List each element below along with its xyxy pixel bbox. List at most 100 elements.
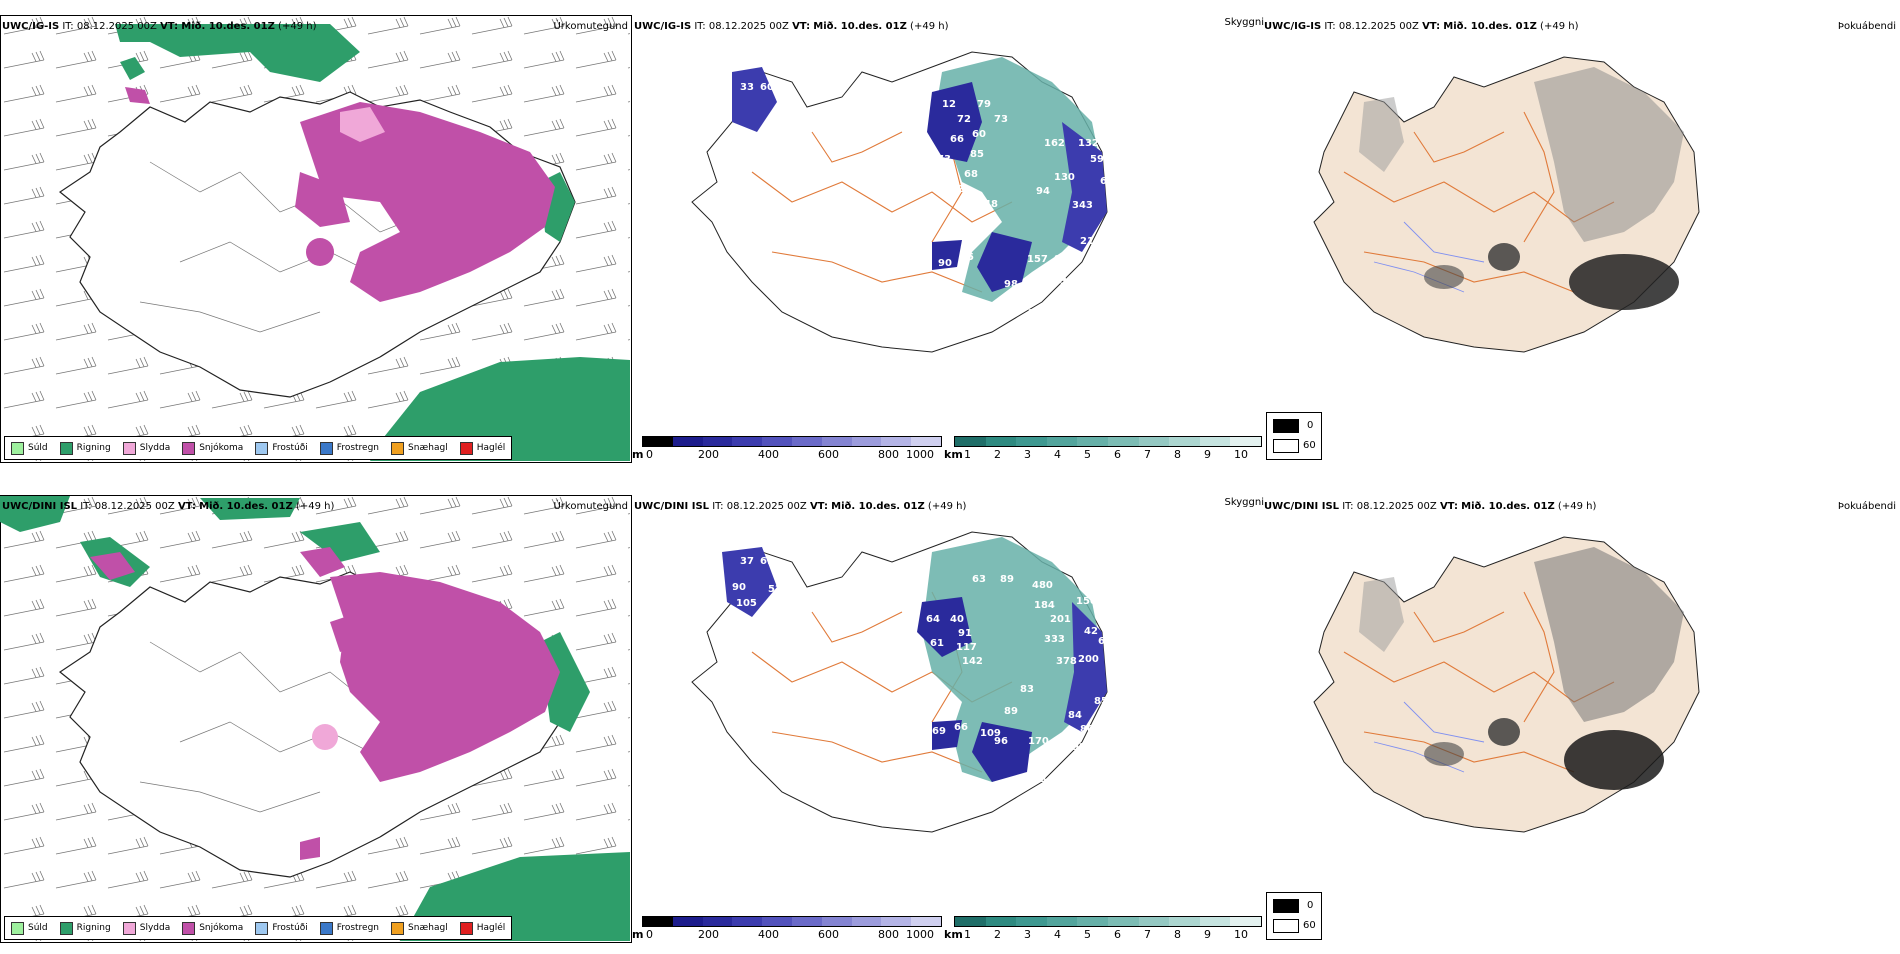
svg-text:170: 170 [1028, 736, 1049, 747]
panel-header: UWC/IG-IS IT: 08.12.2025 00Z VT: Mið. 10… [1264, 21, 1579, 32]
svg-text:66: 66 [950, 134, 964, 145]
legend-item: Haglél [459, 441, 505, 455]
colorbar-segment [732, 437, 763, 446]
svg-text:130: 130 [1054, 172, 1075, 183]
svg-text:67: 67 [1098, 636, 1112, 647]
legend-swatch [255, 441, 269, 455]
svg-text:157: 157 [1027, 254, 1048, 265]
svg-text:81: 81 [1084, 262, 1098, 273]
colorbar-tick: 6 [1114, 448, 1121, 461]
colorbar-tick: 800 [878, 448, 899, 461]
svg-text:33: 33 [740, 82, 754, 93]
colorbar-tick: 9 [1204, 448, 1211, 461]
colorbar-tick: 1 [964, 928, 971, 941]
colorbar-segment [1077, 917, 1108, 926]
colorbar-segment [911, 437, 941, 446]
svg-text:89: 89 [1000, 574, 1014, 585]
colorbar-segment [1107, 917, 1139, 926]
colorbar-tick: 6 [1114, 928, 1121, 941]
svg-text:63: 63 [972, 574, 986, 585]
legend-swatch [182, 921, 196, 935]
svg-text:73: 73 [994, 114, 1008, 125]
legend-swatch [122, 441, 136, 455]
svg-text:94: 94 [1036, 186, 1050, 197]
legend-swatch [182, 441, 196, 455]
svg-text:52: 52 [768, 584, 782, 595]
colorbar-unit: km [944, 928, 963, 941]
svg-text:73: 73 [937, 154, 951, 165]
colorbar-segment [791, 917, 822, 926]
fog-panel-top: UWC/IG-IS IT: 08.12.2025 00Z VT: Mið. 10… [1264, 12, 1896, 474]
svg-text:480: 480 [1032, 580, 1053, 591]
fog-legend-bottom: 0 60 [1266, 892, 1322, 940]
legend-item: Frostúði [255, 441, 308, 455]
svg-text:78: 78 [1080, 276, 1094, 287]
colorbar-segment [1169, 437, 1200, 446]
svg-text:91: 91 [958, 628, 972, 639]
colorbar-segment [955, 917, 986, 926]
fog-swatch-white [1273, 919, 1299, 933]
colorbar-tick: 800 [878, 928, 899, 941]
svg-text:20: 20 [1006, 784, 1020, 795]
colorbar-tick: 200 [698, 448, 719, 461]
fog-panel-bottom: UWC/DINI ISL IT: 08.12.2025 00Z VT: Mið.… [1264, 492, 1896, 954]
panel-header: UWC/IG-IS IT: 08.12.2025 00Z VT: Mið. 10… [2, 21, 317, 32]
colorbar-unit: m [632, 928, 644, 941]
svg-text:27: 27 [1028, 308, 1042, 319]
colorbar-segment [1199, 917, 1231, 926]
colorbar-tick: 7 [1144, 448, 1151, 461]
colorbar-tick: 400 [758, 928, 779, 941]
legend-item: Súld [11, 921, 48, 935]
svg-text:378: 378 [1056, 656, 1077, 667]
svg-text:69: 69 [932, 726, 946, 737]
colorbar-segment [1046, 917, 1078, 926]
svg-text:68: 68 [964, 169, 978, 180]
colorbar-tick: 3 [1024, 448, 1031, 461]
ceiling-labels: 33 60 12 79 72 60 66 73 85 68 62 73 48 9… [740, 82, 1114, 319]
map-frame [0, 495, 632, 943]
svg-text:109: 109 [980, 728, 1001, 739]
colorbar-segment [851, 917, 882, 926]
legend-swatch [59, 441, 73, 455]
legend-swatch [11, 921, 24, 935]
colorbar-tick: 4 [1054, 928, 1061, 941]
colorbar-segment [821, 917, 852, 926]
svg-text:72: 72 [957, 114, 971, 125]
svg-text:66: 66 [954, 722, 968, 733]
legend-item: Slydda [122, 921, 170, 935]
svg-text:39: 39 [1010, 816, 1024, 827]
svg-text:105: 105 [736, 598, 757, 609]
svg-text:64: 64 [926, 614, 940, 625]
svg-text:193: 193 [1026, 774, 1047, 785]
legend-item: Snjókoma [182, 921, 243, 935]
colorbar-segment [732, 917, 763, 926]
svg-text:396: 396 [1060, 276, 1081, 287]
fog-swatch-black [1273, 899, 1299, 913]
colorbar-tick: 600 [818, 448, 839, 461]
colorbar-segment [1199, 437, 1231, 446]
svg-text:85: 85 [1094, 696, 1108, 707]
colorbar-tick: 0 [646, 928, 653, 941]
colorbar-tick: 9 [1204, 928, 1211, 941]
colorbar-unit: km [944, 448, 963, 461]
colorbar-tick: 1000 [906, 448, 934, 461]
legend-swatch [459, 921, 473, 935]
colorbar-segment [1230, 917, 1261, 926]
svg-text:60: 60 [760, 82, 774, 93]
colorbar-segment [762, 917, 792, 926]
precip-legend: Súld Rigning Slydda Snjókoma Frostúði Fr… [4, 436, 513, 460]
precip-map-bottom [0, 496, 630, 941]
svg-text:80: 80 [1080, 724, 1094, 735]
legend-swatch [459, 441, 473, 455]
fog-swatch-black [1273, 419, 1299, 433]
legend-swatch [11, 441, 24, 455]
svg-text:150: 150 [1076, 596, 1097, 607]
svg-text:96: 96 [994, 736, 1008, 747]
snow-area [300, 102, 555, 302]
colorbar-segment [1138, 917, 1170, 926]
panel-title: Úrkomutegund [553, 501, 628, 512]
panel-title: Úrkomutegund [553, 21, 628, 32]
legend-item: Snjókoma [182, 441, 243, 455]
svg-text:42: 42 [1084, 626, 1098, 637]
legend-item: Rigning [59, 441, 111, 455]
